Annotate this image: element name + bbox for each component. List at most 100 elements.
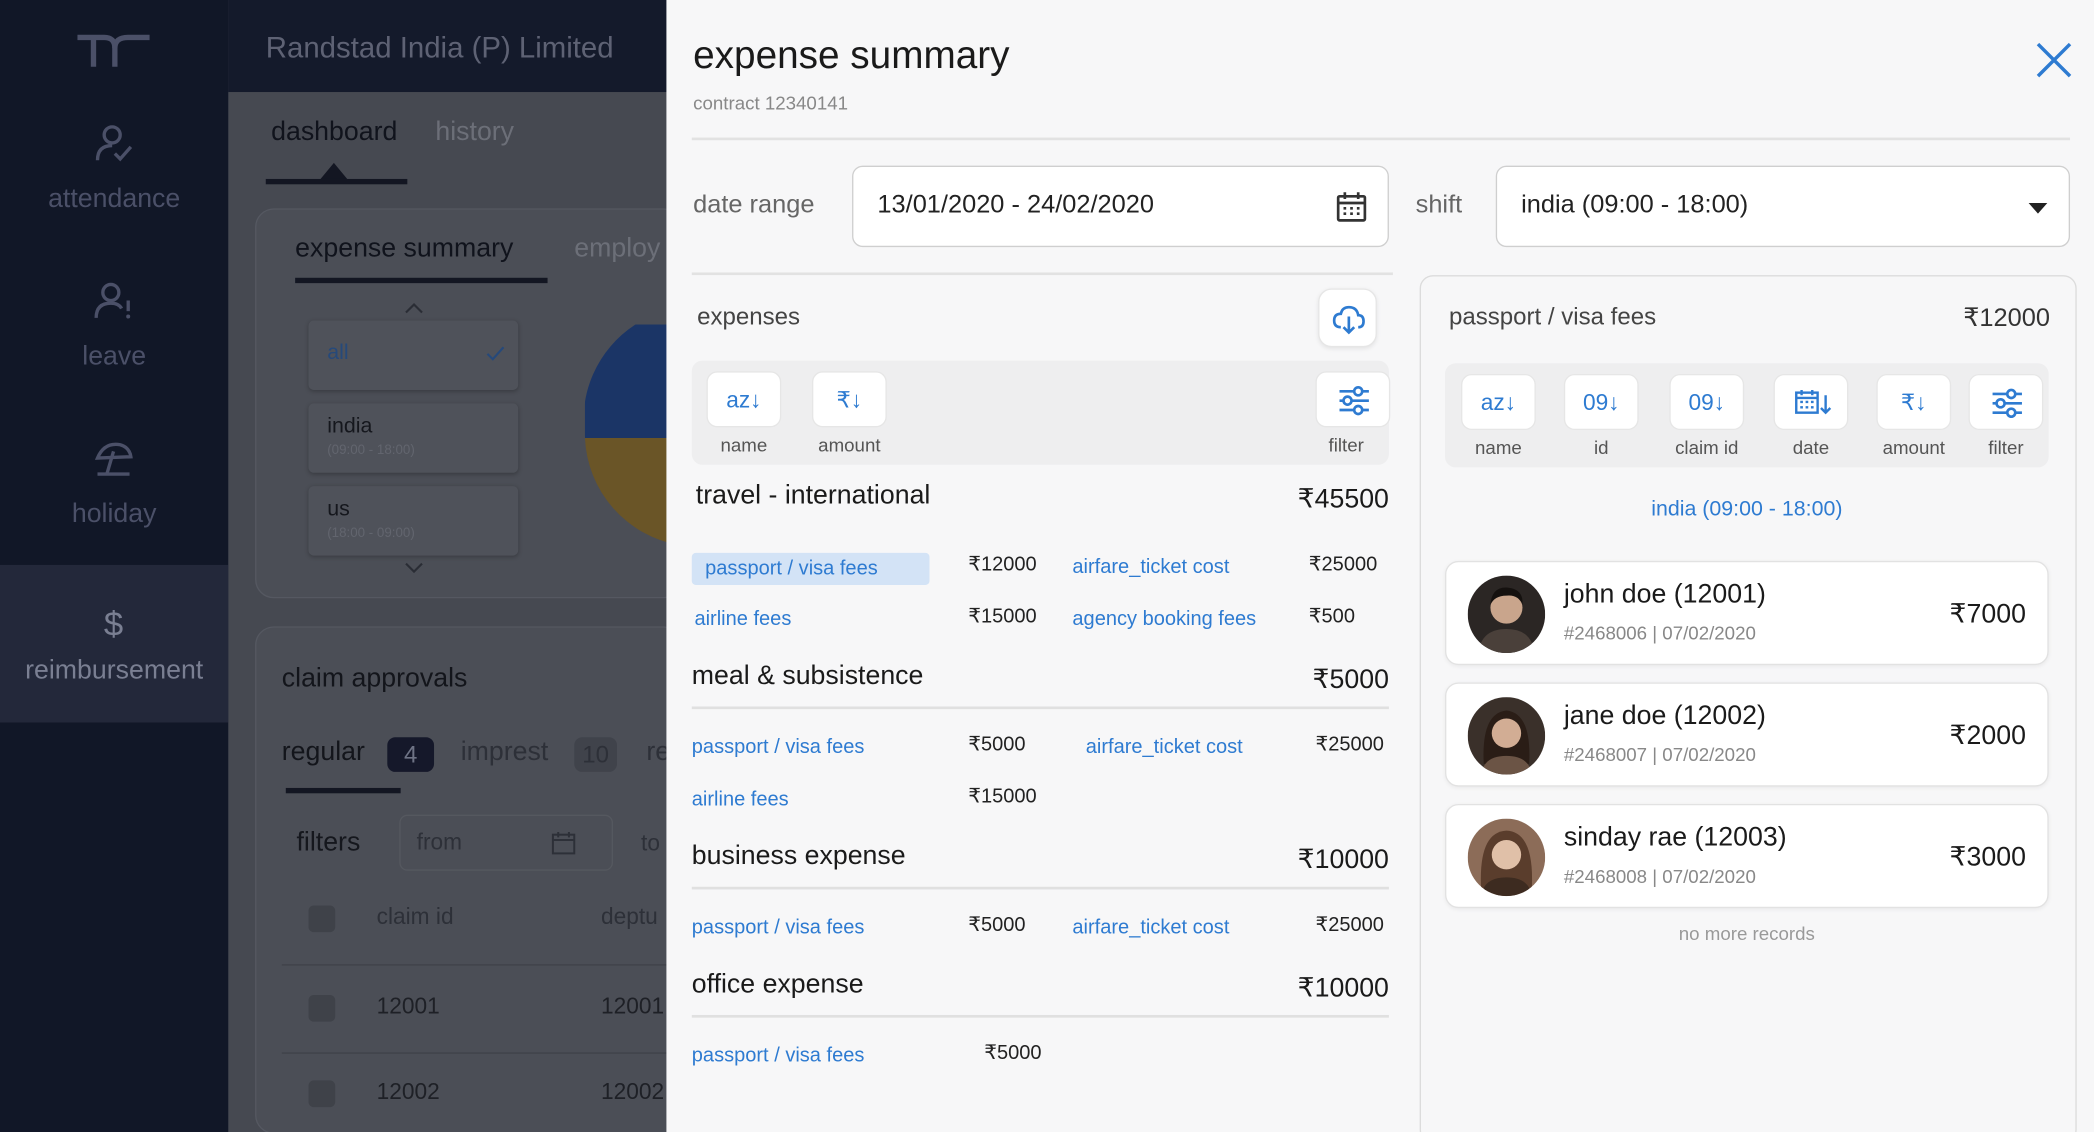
- sidebar-item-label: reimbursement: [25, 655, 204, 686]
- card-tab-employ[interactable]: employ: [574, 233, 661, 264]
- claim-tab-regular[interactable]: regular: [281, 737, 365, 767]
- chevron-down-icon[interactable]: [403, 561, 424, 574]
- expense-item-link[interactable]: passport / visa fees: [691, 735, 865, 759]
- select-all-checkbox[interactable]: [308, 905, 336, 933]
- sort-id-button[interactable]: 09↓: [1563, 373, 1639, 431]
- expense-item-link[interactable]: passport / visa fees: [691, 916, 865, 939]
- dollar-icon: $: [104, 606, 123, 643]
- sort-amount-button[interactable]: ₹↓: [1876, 373, 1952, 431]
- sort-date-label: date: [1792, 436, 1830, 459]
- calendar-icon[interactable]: [1336, 191, 1368, 223]
- expense-item-link[interactable]: airfare_ticket cost: [1072, 916, 1230, 939]
- divider: [691, 706, 1389, 710]
- expense-item-link[interactable]: passport / visa fees: [705, 556, 878, 580]
- person-amount: ₹3000: [1949, 842, 2026, 873]
- divider: [281, 964, 683, 966]
- date-range-value: 13/01/2020 - 24/02/2020: [877, 190, 1154, 220]
- download-button[interactable]: [1318, 288, 1377, 348]
- expense-item-link[interactable]: airfare_ticket cost: [1072, 555, 1230, 579]
- sliders-icon: [1992, 388, 2022, 419]
- sidebar-item-holiday[interactable]: holiday: [0, 438, 228, 596]
- expense-item-link[interactable]: airline fees: [691, 787, 789, 811]
- filter-label: filter: [1328, 434, 1364, 456]
- sort-amount-button[interactable]: ₹↓: [811, 371, 887, 428]
- group-heading[interactable]: india (09:00 - 18:00): [1651, 498, 1843, 521]
- person-amount: ₹2000: [1949, 721, 2026, 751]
- table-cell: 12001: [600, 993, 665, 1019]
- expense-summary-panel: expense summary contract 12340141 date r…: [666, 0, 2094, 1132]
- claim-tab-more[interactable]: re: [646, 737, 671, 767]
- column-deptu[interactable]: deptu: [600, 904, 658, 930]
- person-meta: #2468006 | 07/02/2020: [1563, 622, 1756, 644]
- list-item[interactable]: jane doe (12002) #2468007 | 07/02/2020 ₹…: [1445, 682, 2049, 787]
- shift-select[interactable]: india (09:00 - 18:00): [1495, 165, 2071, 248]
- shift-option-label: india: [327, 415, 373, 439]
- close-icon[interactable]: [2034, 40, 2074, 80]
- divider: [691, 272, 1393, 276]
- chevron-up-icon[interactable]: [403, 302, 424, 315]
- person-name: john doe (12001): [1563, 579, 1766, 609]
- tab-history[interactable]: history: [435, 117, 515, 147]
- sliders-icon: [1339, 385, 1369, 416]
- column-claim-id[interactable]: claim id: [376, 904, 454, 930]
- sort-amount-label: amount: [818, 434, 881, 456]
- category-amount: ₹5000: [1312, 665, 1389, 695]
- table-cell: 12002: [600, 1079, 665, 1105]
- person-meta: #2468008 | 07/02/2020: [1563, 865, 1756, 887]
- expense-item-amount: ₹5000: [968, 733, 1026, 756]
- detail-total: ₹12000: [1963, 304, 2050, 333]
- sidebar-item-label: attendance: [48, 184, 181, 214]
- svg-text:$: $: [104, 606, 123, 643]
- category-name: office expense: [691, 969, 864, 999]
- expense-item-amount: ₹500: [1308, 604, 1355, 628]
- sidebar-item-reimbursement[interactable]: $ reimbursement: [0, 564, 229, 723]
- shift-option-india[interactable]: india (09:00 - 18:00): [308, 403, 519, 473]
- shift-option-time: (09:00 - 18:00): [327, 443, 415, 459]
- shift-option-all[interactable]: all: [308, 320, 519, 390]
- category-amount: ₹45500: [1297, 484, 1389, 515]
- divider: [691, 1014, 1389, 1018]
- sort-claim-id-button[interactable]: 09↓: [1669, 373, 1745, 431]
- person-meta: #2468007 | 07/02/2020: [1563, 743, 1756, 766]
- sidebar: attendance leave holiday $ reimbursement: [0, 0, 229, 1132]
- tab-dashboard[interactable]: dashboard: [271, 117, 398, 147]
- sort-name-button[interactable]: az↓: [706, 371, 782, 428]
- cloud-download-icon: [1332, 305, 1365, 335]
- shift-option-label: us: [327, 498, 350, 521]
- sort-date-button[interactable]: [1773, 373, 1849, 431]
- from-date-input[interactable]: from: [399, 814, 613, 871]
- filter-button[interactable]: [1315, 371, 1391, 428]
- list-item[interactable]: sinday rae (12003) #2468008 | 07/02/2020…: [1445, 803, 2049, 909]
- calendar-icon: [551, 832, 576, 855]
- check-icon: [486, 346, 505, 361]
- avatar: [1467, 575, 1546, 654]
- row-checkbox[interactable]: [308, 994, 336, 1022]
- list-item[interactable]: john doe (12001) #2468006 | 07/02/2020 ₹…: [1445, 560, 2049, 666]
- contract-number: contract 12340141: [693, 92, 849, 114]
- filter-button[interactable]: [1968, 373, 2044, 431]
- claim-tab-underline: [285, 787, 401, 794]
- date-range-input[interactable]: 13/01/2020 - 24/02/2020: [852, 165, 1389, 248]
- expense-item-link[interactable]: agency booking fees: [1072, 607, 1257, 631]
- sidebar-item-attendance[interactable]: attendance: [0, 123, 228, 281]
- shift-option-us[interactable]: us (18:00 - 09:00): [308, 486, 519, 556]
- claim-tab-imprest[interactable]: imprest: [460, 737, 549, 767]
- row-checkbox[interactable]: [308, 1080, 336, 1108]
- person-alert-icon: [94, 282, 131, 319]
- expense-item-amount: ₹15000: [968, 785, 1037, 808]
- expenses-title: expenses: [697, 303, 801, 330]
- expense-item-link[interactable]: airline fees: [694, 607, 792, 631]
- expense-item-link[interactable]: airfare_ticket cost: [1085, 735, 1243, 759]
- category-amount: ₹10000: [1297, 845, 1389, 875]
- expense-item-link[interactable]: passport / visa fees: [691, 1044, 865, 1068]
- brand-logo: [77, 34, 150, 67]
- sidebar-item-label: leave: [82, 341, 147, 372]
- sort-name-button[interactable]: az↓: [1461, 373, 1536, 431]
- card-tab-expense-summary[interactable]: expense summary: [295, 233, 514, 264]
- sidebar-item-leave[interactable]: leave: [0, 280, 228, 438]
- card-tab-underline: [295, 277, 548, 284]
- claim-approvals-card: [255, 626, 683, 1132]
- expense-item-amount: ₹5000: [984, 1041, 1042, 1065]
- shift-value: india (09:00 - 18:00): [1521, 190, 1749, 220]
- sidebar-item-label: holiday: [71, 499, 157, 529]
